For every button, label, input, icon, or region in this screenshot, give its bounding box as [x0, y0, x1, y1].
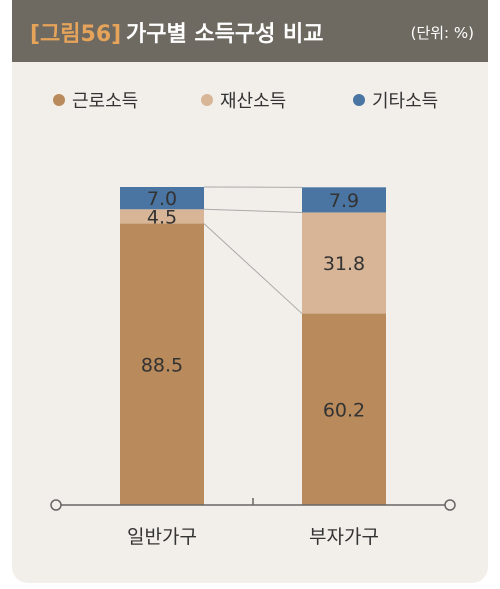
bar-segment	[120, 187, 204, 210]
legend-label: 기타소득	[372, 91, 438, 112]
bar-value-label: 31.8	[323, 253, 365, 275]
stacked-bar-chart: 근로소득 재산소득 기타소득 88.5 4.57.0 60.2 31.8 7.9 일반가구 부자가…	[50, 91, 456, 548]
bar-segment	[120, 223, 204, 505]
legend-marker	[353, 94, 365, 106]
figure-title: 가구별 소득구성 비교	[126, 22, 324, 47]
legend-marker	[201, 94, 213, 106]
bar-value-label: 7.9	[329, 190, 359, 212]
axis-end-marker	[444, 499, 456, 511]
figure-header: [그림56] 가구별 소득구성 비교 (단위: %)	[12, 0, 488, 62]
bar-segment	[302, 212, 386, 314]
connector-line	[203, 223, 303, 314]
bar-segment	[302, 313, 386, 505]
legend-label: 재산소득	[220, 91, 286, 112]
legend-marker	[53, 94, 65, 106]
category-label: 부자가구	[309, 526, 379, 548]
bar-value-label: 4.5	[147, 206, 177, 228]
bar-value-label: 88.5	[141, 354, 183, 376]
bar-value-label: 60.2	[323, 399, 365, 421]
legend-label: 근로소득	[72, 91, 138, 112]
bar-value-label: 7.0	[147, 188, 177, 210]
axis-end-marker	[50, 499, 62, 511]
figure-card: [그림56] 가구별 소득구성 비교 (단위: %) 근로소득 재산소득 기타소득 8…	[12, 0, 488, 583]
unit-label: (단위: %)	[410, 24, 474, 42]
bar-segment	[120, 209, 204, 224]
figure-number: [그림56]	[30, 22, 122, 47]
bar-segment	[302, 187, 386, 213]
category-label: 일반가구	[127, 526, 197, 548]
connector-line	[203, 208, 303, 213]
